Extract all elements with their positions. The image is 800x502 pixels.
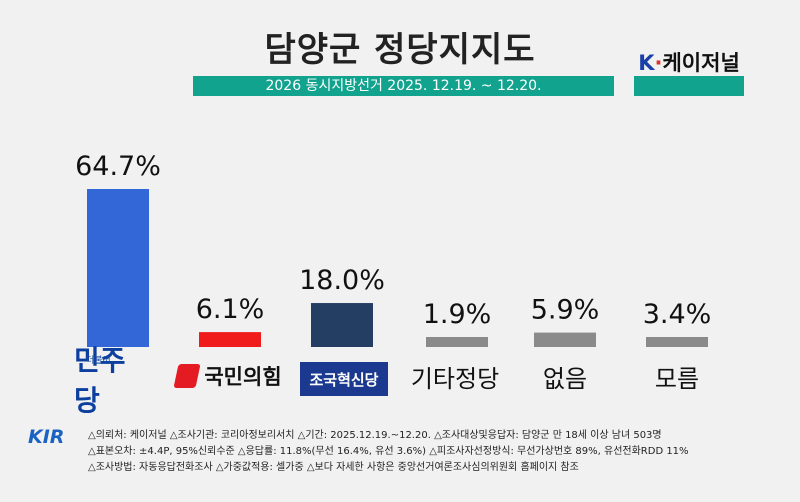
value-label-5: 3.4% [643,299,712,330]
footnote-line-2: △표본오차: ±4.4P, 95%신뢰수준 △응답률: 11.8%(무선 16.… [88,446,689,457]
bar-3 [426,337,488,347]
value-label-4: 5.9% [531,295,600,326]
brand-accent-bar [634,76,744,96]
ppp-logo-mark [173,364,201,388]
brand-text: 케이저널 [662,51,740,75]
bar-chart: 64.7% 6.1% 18.0% 1.9% 5.9% 3.4% [75,151,712,347]
bar-5 [646,337,708,347]
value-label-3: 1.9% [423,299,492,330]
value-label-2: 18.0% [299,265,385,296]
research-logo: KIR [28,426,65,448]
party-label-rebuild: 조국혁신당 [300,362,388,396]
value-label-0: 64.7% [75,151,161,182]
brand-logo: K·케이저널 [634,47,744,77]
value-label-1: 6.1% [196,294,265,325]
party-label-democratic-sub: 더불어 [86,356,111,366]
bar-2 [311,303,373,347]
footnote-line-3: △조사방법: 자동응답전화조사 △가중값적용: 셀가중 △보다 자세한 사항은 … [88,462,579,473]
bar-4 [534,332,596,347]
party-label-democratic: 더불어 민주당 [74,344,150,417]
party-label-rebuild-text: 조국혁신당 [309,370,379,389]
category-label-dont-know: 모름 [654,364,700,393]
footnote-line-1: △의뢰처: 케이저널 △조사기관: 코리아정보리서치 △기간: 2025.12.… [88,430,662,441]
party-label-ppp-text: 국민의힘 [204,365,282,389]
brand-dot: · [654,51,663,75]
category-label-etc: 기타정당 [410,364,500,393]
category-label-none: 없음 [542,364,588,393]
survey-footnote: △의뢰처: 케이저널 △조사기관: 코리아정보리서치 △기간: 2025.12.… [88,428,793,476]
subtitle-banner: 2026 동시지방선거 2025. 12.19. ~ 12.20. [193,76,614,96]
party-label-ppp: 국민의힘 [170,356,288,396]
bar-1 [199,332,261,347]
bar-0 [87,189,149,347]
party-label-democratic-main: 민주당 [74,344,126,417]
brand-k: K [638,51,655,75]
chart-title: 담양군 정당지지도 [264,30,536,70]
